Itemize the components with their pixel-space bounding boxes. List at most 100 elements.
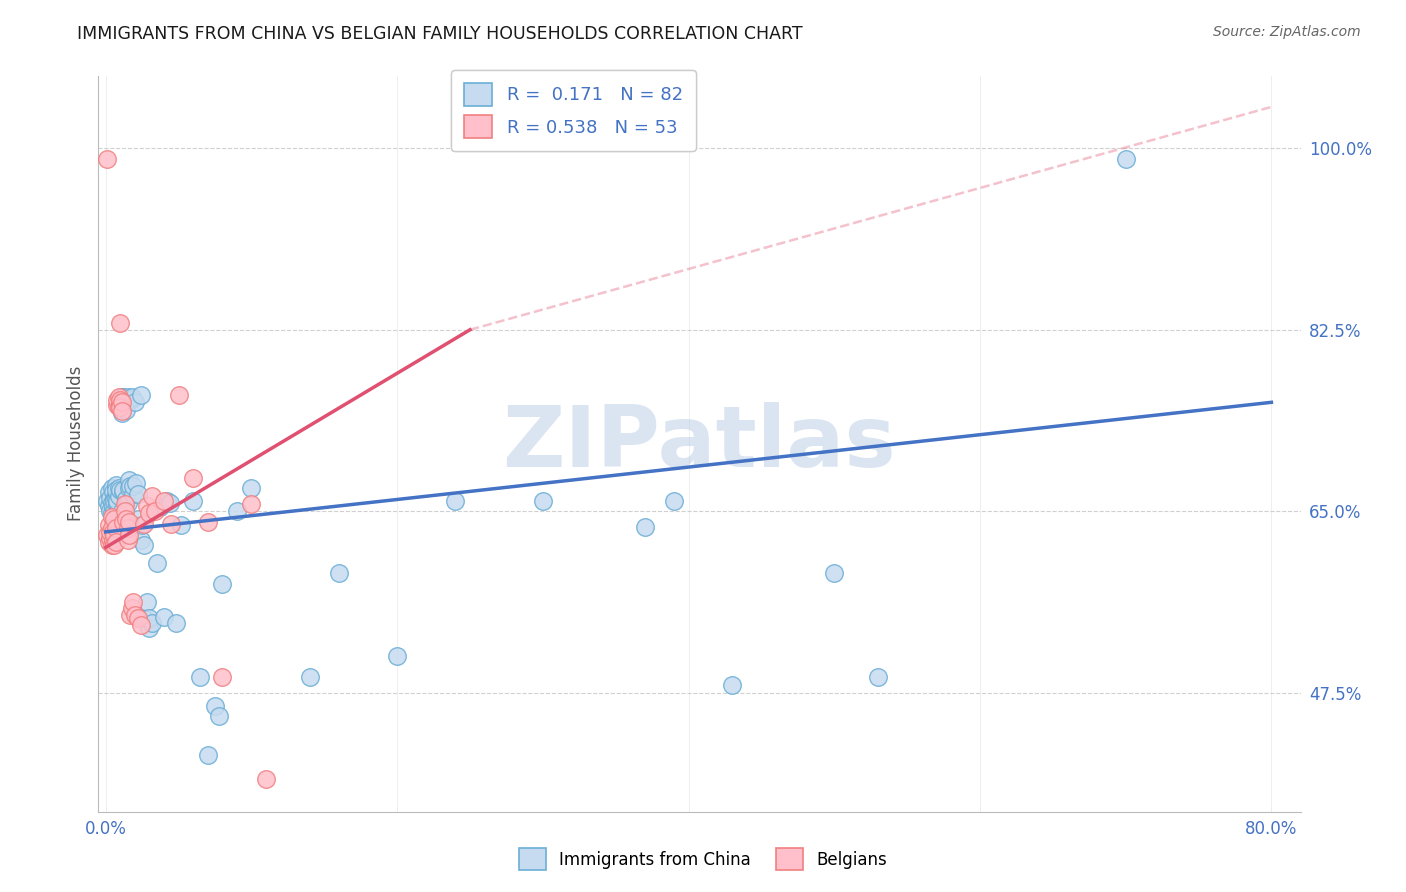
Point <box>385 649 408 664</box>
Point <box>115 491 138 506</box>
Point <box>110 392 132 407</box>
Point <box>240 497 263 511</box>
Point <box>98 524 121 539</box>
Point <box>108 489 131 503</box>
Point <box>132 611 155 625</box>
Point <box>105 506 128 520</box>
Point <box>129 533 152 548</box>
Point <box>143 504 166 518</box>
Point <box>225 504 247 518</box>
Point <box>118 473 141 487</box>
Point <box>122 486 145 500</box>
Point <box>135 595 157 609</box>
Point <box>129 388 152 402</box>
Point <box>101 485 124 500</box>
Point <box>124 395 146 409</box>
Point <box>101 533 124 548</box>
Point <box>211 576 233 591</box>
Point <box>110 393 132 408</box>
Point <box>120 607 142 622</box>
Point <box>138 611 160 625</box>
Point <box>105 399 128 413</box>
Point <box>121 392 143 407</box>
Point <box>100 481 122 495</box>
Point <box>117 496 139 510</box>
Point <box>103 493 125 508</box>
Point <box>118 515 141 529</box>
Point <box>115 512 138 526</box>
Point <box>110 316 132 330</box>
Point <box>129 618 152 632</box>
Point <box>138 506 160 520</box>
Point <box>97 485 120 500</box>
Point <box>111 406 134 420</box>
Point <box>298 670 321 684</box>
Point <box>111 395 134 409</box>
Point <box>97 499 120 513</box>
Legend: Immigrants from China, Belgians: Immigrants from China, Belgians <box>513 842 893 877</box>
Point <box>112 515 135 529</box>
Point <box>100 521 122 535</box>
Point <box>110 483 132 498</box>
Point <box>100 496 122 510</box>
Point <box>104 491 127 506</box>
Point <box>170 517 193 532</box>
Point <box>114 395 136 409</box>
Point <box>100 506 122 520</box>
Point <box>208 709 231 723</box>
Point <box>104 483 127 498</box>
Point <box>328 566 350 581</box>
Point <box>240 481 263 495</box>
Point <box>112 485 135 500</box>
Text: ZIPatlas: ZIPatlas <box>502 402 897 485</box>
Point <box>141 489 163 503</box>
Point <box>131 517 153 532</box>
Point <box>108 401 131 415</box>
Point <box>111 403 134 417</box>
Point <box>141 616 163 631</box>
Point <box>112 390 135 404</box>
Point <box>110 401 132 415</box>
Text: Source: ZipAtlas.com: Source: ZipAtlas.com <box>1213 25 1361 39</box>
Point <box>866 670 889 684</box>
Point <box>96 493 118 508</box>
Point <box>103 504 125 518</box>
Y-axis label: Family Households: Family Households <box>66 366 84 522</box>
Point <box>114 497 136 511</box>
Point <box>1115 152 1137 166</box>
Point <box>153 610 176 624</box>
Point <box>97 517 120 532</box>
Text: IMMIGRANTS FROM CHINA VS BELGIAN FAMILY HOUSEHOLDS CORRELATION CHART: IMMIGRANTS FROM CHINA VS BELGIAN FAMILY … <box>77 25 803 43</box>
Point <box>110 395 132 409</box>
Point <box>156 493 179 508</box>
Point <box>117 521 139 535</box>
Point <box>204 698 226 713</box>
Point <box>127 486 149 500</box>
Point <box>149 500 172 514</box>
Point <box>120 479 142 493</box>
Point <box>100 538 122 552</box>
Point <box>211 670 233 684</box>
Point <box>124 607 146 622</box>
Point <box>138 621 160 635</box>
Point <box>98 531 121 545</box>
Point <box>112 483 135 498</box>
Point <box>181 471 204 485</box>
Point <box>104 521 127 535</box>
Point <box>117 533 139 548</box>
Point <box>634 519 657 533</box>
Point <box>108 481 131 495</box>
Point <box>167 388 190 402</box>
Point <box>105 497 128 511</box>
Point <box>103 512 125 526</box>
Point <box>101 524 124 539</box>
Point <box>160 516 183 531</box>
Point <box>159 496 181 510</box>
Point <box>105 393 128 408</box>
Point <box>132 516 155 531</box>
Point <box>254 772 277 786</box>
Point <box>110 395 132 409</box>
Point <box>98 504 121 518</box>
Point <box>108 390 131 404</box>
Point <box>114 511 136 525</box>
